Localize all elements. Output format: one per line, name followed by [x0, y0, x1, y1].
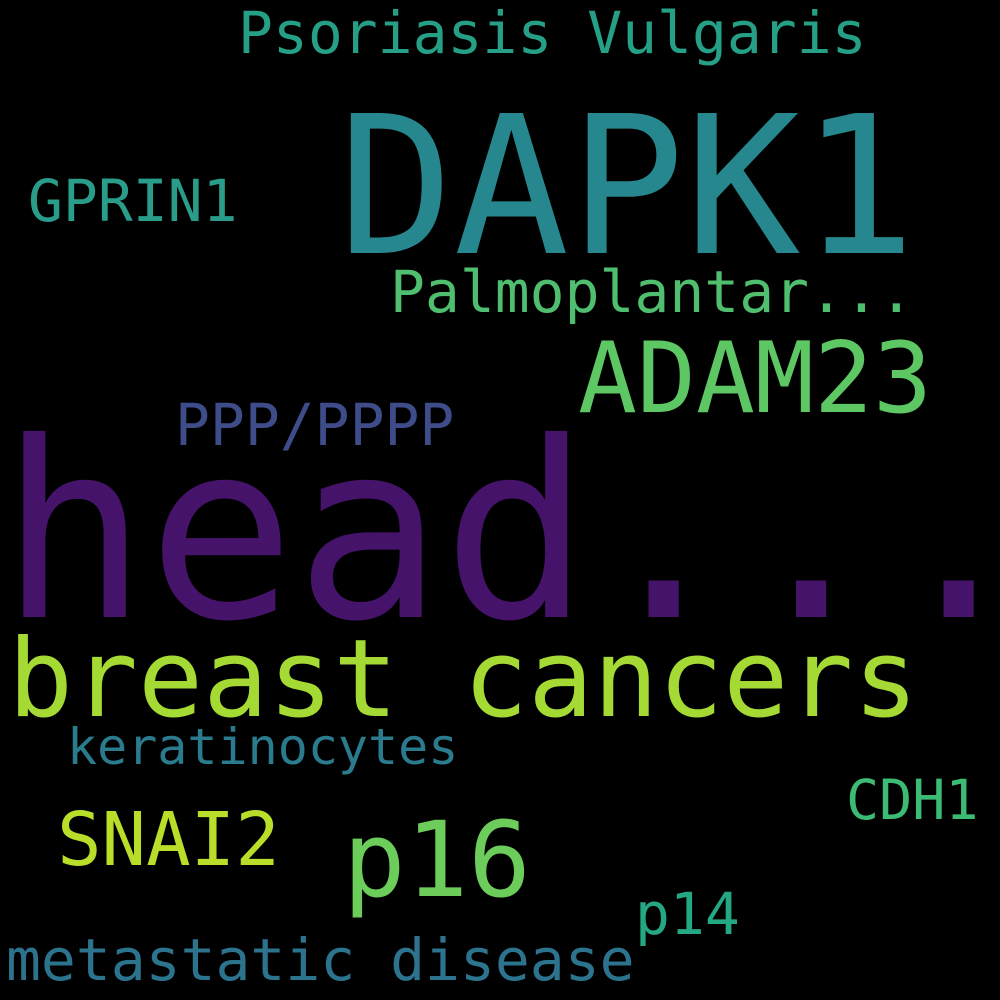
word-ppp-pppp: PPP/PPPP — [175, 391, 455, 459]
word-p14: p14 — [635, 880, 740, 948]
word-psoriasis-vulgaris: Psoriasis Vulgaris — [238, 0, 867, 67]
word-snai2: SNAI2 — [57, 797, 280, 883]
word-adam23: ADAM23 — [578, 322, 933, 436]
word-cdh1: CDH1 — [846, 768, 979, 832]
word-p16: p16 — [343, 799, 531, 921]
word-dapk1: DAPK1 — [338, 76, 916, 299]
word-metastatic-disease: metastatic disease — [6, 926, 635, 994]
word-palmoplantar: Palmoplantar... — [390, 258, 914, 326]
word-breast-cancers: breast cancers — [8, 617, 919, 742]
word-keratinocytes: keratinocytes — [67, 718, 459, 776]
word-head: head... — [0, 390, 1000, 675]
word-gprin1: GPRIN1 — [28, 167, 238, 235]
